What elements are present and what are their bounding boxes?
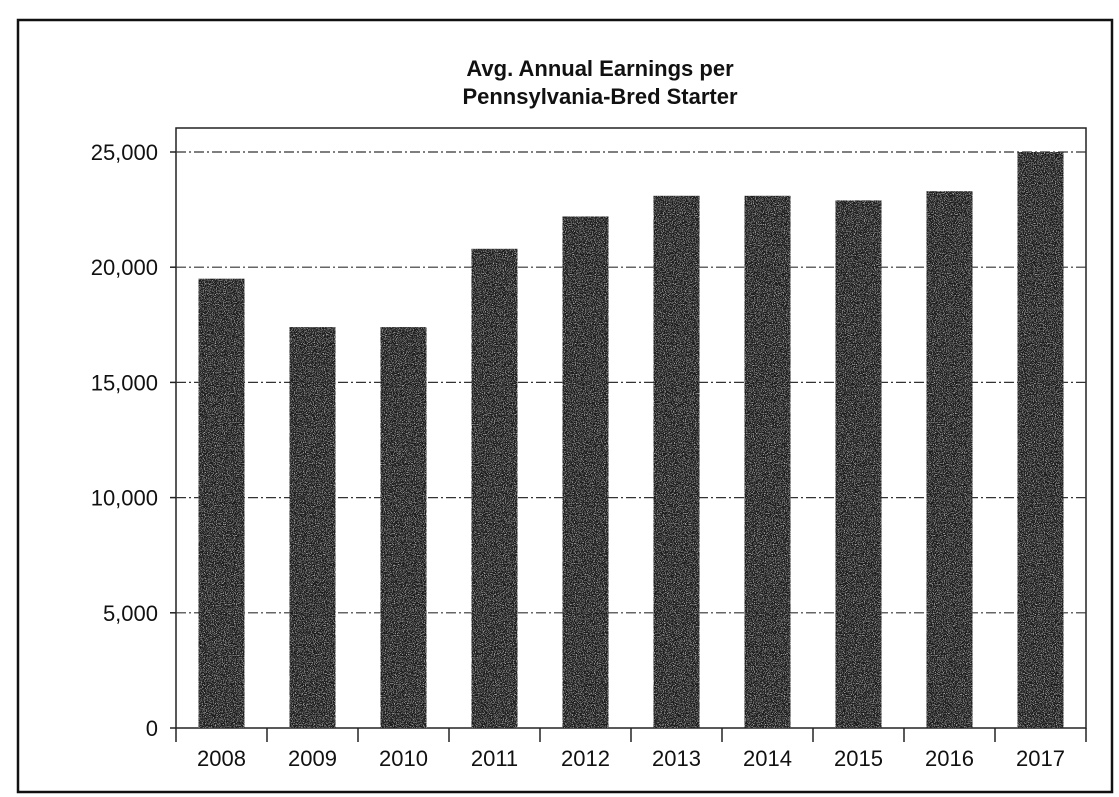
y-tick-label: 25,000 — [91, 140, 158, 165]
x-tick-label: 2009 — [288, 746, 337, 771]
x-tick-label: 2015 — [834, 746, 883, 771]
x-tick-label: 2012 — [561, 746, 610, 771]
bar-2017 — [1017, 152, 1064, 728]
x-tick-label: 2016 — [925, 746, 974, 771]
bar-2015 — [835, 200, 882, 728]
bar-2009 — [289, 327, 336, 728]
y-axis-ticks: 0 5,000 10,000 15,000 20,000 25,000 — [91, 140, 176, 741]
bar-2014 — [744, 195, 791, 729]
x-tick-label: 2017 — [1016, 746, 1065, 771]
y-tick-label: 0 — [146, 716, 158, 741]
chart-title-line-1: Avg. Annual Earnings per — [466, 56, 734, 81]
x-tick-label: 2013 — [652, 746, 701, 771]
y-tick-label: 10,000 — [91, 486, 158, 511]
x-tick-label: 2011 — [471, 746, 518, 771]
chart-title-line-2: Pennsylvania-Bred Starter — [462, 84, 738, 109]
bar-2016 — [926, 191, 973, 728]
y-tick-label: 5,000 — [103, 601, 158, 626]
bar-2011 — [471, 248, 518, 729]
x-tick-label: 2010 — [379, 746, 428, 771]
bar-2013 — [653, 195, 700, 729]
x-axis-ticks: 2008 2009 2010 2011 2012 2013 2014 2015 2016 2017 — [175, 728, 1087, 771]
y-tick-label: 15,000 — [91, 370, 158, 395]
bar-2008 — [198, 278, 245, 728]
chart-border — [16, 18, 1114, 794]
bar-2010 — [380, 327, 427, 728]
y-tick-label: 20,000 — [91, 255, 158, 280]
x-tick-label: 2008 — [197, 746, 246, 771]
x-tick-label: 2014 — [743, 746, 792, 771]
bar-2012 — [562, 216, 609, 728]
bars — [198, 152, 1064, 729]
